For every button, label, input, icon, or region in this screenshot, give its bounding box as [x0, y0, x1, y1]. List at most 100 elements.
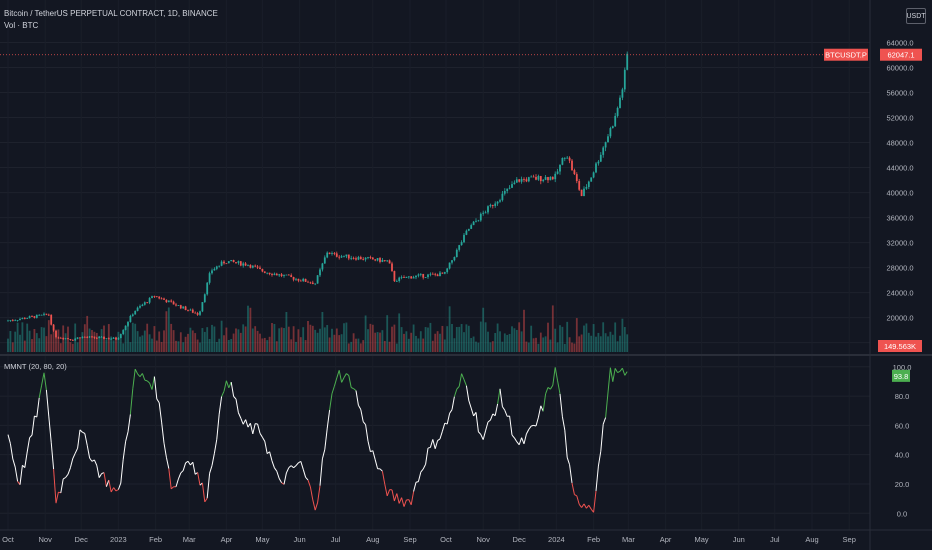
candle-body — [220, 261, 223, 266]
volume-bar — [374, 332, 377, 352]
candle-body — [158, 296, 161, 299]
volume-bar — [9, 331, 12, 352]
volume-badge — [878, 340, 922, 352]
oscillator-segment — [77, 429, 81, 449]
currency-button[interactable]: USDT — [906, 8, 926, 24]
price-tick-label: 24000.0 — [886, 289, 913, 298]
candle-body — [86, 337, 89, 338]
oscillator-segment — [237, 412, 242, 419]
volume-bar — [458, 326, 461, 352]
time-tick-label: Nov — [477, 535, 491, 544]
volume-bar — [16, 322, 19, 352]
volume-bar — [323, 327, 326, 352]
oscillator-segment — [341, 377, 345, 383]
volume-bar — [148, 334, 151, 352]
candle-body — [542, 179, 545, 182]
oscillator-segment — [69, 458, 74, 468]
time-tick-label: Mar — [622, 535, 635, 544]
volume-bar — [172, 330, 175, 352]
volume-bar — [194, 333, 197, 352]
volume-bar — [527, 342, 530, 352]
candle-body — [489, 204, 492, 207]
oscillator-segment — [53, 469, 57, 504]
price-tick-label: 36000.0 — [886, 214, 913, 223]
osc-tick-label: 0.0 — [897, 509, 907, 518]
oscillator-segment — [156, 398, 160, 403]
candle-body — [52, 324, 55, 331]
oscillator-segment — [367, 440, 371, 452]
time-tick-label: Jul — [331, 535, 341, 544]
volume-bar — [26, 323, 29, 352]
volume-bar — [244, 326, 247, 352]
candle-body — [410, 276, 413, 279]
volume-bar — [177, 341, 180, 352]
oscillator-segment — [574, 494, 578, 497]
volume-bar — [247, 305, 249, 352]
volume-bar — [571, 342, 573, 352]
oscillator-segment — [501, 406, 506, 411]
time-tick-label: Oct — [440, 535, 453, 544]
oscillator-segment — [355, 390, 359, 406]
candle-body — [611, 126, 614, 129]
volume-bar — [237, 329, 240, 352]
time-tick-label: May — [695, 535, 709, 544]
oscillator-segment — [38, 385, 43, 398]
volume-bar — [268, 336, 271, 352]
candle-body — [621, 89, 624, 98]
candle-body — [539, 176, 542, 182]
candle-body — [91, 336, 93, 338]
candle-body — [523, 179, 525, 180]
candle-body — [55, 330, 57, 338]
volume-bar — [602, 322, 605, 352]
oscillator-segment — [564, 430, 568, 458]
volume-bar — [494, 333, 497, 352]
volume-bar — [386, 315, 389, 352]
volume-bar — [182, 342, 185, 352]
candle-body — [407, 276, 410, 278]
symbol-title: Bitcoin / TetherUS PERPETUAL CONTRACT, 1… — [4, 9, 218, 18]
volume-bar — [69, 342, 72, 352]
candle-body — [297, 278, 300, 281]
candle-body — [395, 280, 398, 282]
candle-body — [525, 179, 528, 182]
volume-bar — [369, 323, 372, 352]
candle-body — [347, 254, 350, 259]
oscillator-segment — [549, 385, 554, 390]
candle-body — [79, 337, 81, 339]
indicator-legend[interactable]: MMNT (20, 80, 20) — [4, 362, 67, 371]
candle-body — [487, 206, 489, 213]
volume-bar — [170, 323, 173, 352]
volume-bar — [549, 339, 552, 352]
candle-body — [583, 188, 585, 197]
volume-bar — [263, 337, 266, 352]
candle-body — [57, 337, 60, 339]
candle-body — [607, 136, 609, 143]
oscillator-segment — [569, 464, 573, 484]
oscillator-segment — [552, 367, 556, 386]
candle-body — [249, 264, 252, 268]
volume-bar — [367, 329, 369, 352]
oscillator-segment — [137, 373, 141, 378]
candle-body — [26, 318, 29, 319]
volume-bar — [309, 324, 312, 352]
volume-bar — [7, 338, 9, 352]
oscillator-segment — [247, 423, 251, 428]
volume-bar — [235, 328, 237, 352]
oscillator-segment — [487, 419, 491, 423]
volume-bar — [81, 332, 84, 352]
candle-body — [74, 338, 77, 341]
candle-body — [239, 261, 242, 266]
candle-body — [199, 311, 201, 315]
volume-bar — [136, 331, 139, 352]
oscillator-segment — [511, 434, 515, 439]
volume-bar — [314, 329, 317, 352]
volume-bar — [134, 323, 137, 352]
osc-last-badge — [892, 369, 910, 382]
volume-bar — [129, 342, 132, 352]
volume-bar — [112, 340, 115, 352]
oscillator-segment — [93, 459, 98, 466]
candle-body — [477, 220, 480, 222]
oscillator-segment — [329, 393, 333, 411]
candle-body — [153, 296, 156, 298]
